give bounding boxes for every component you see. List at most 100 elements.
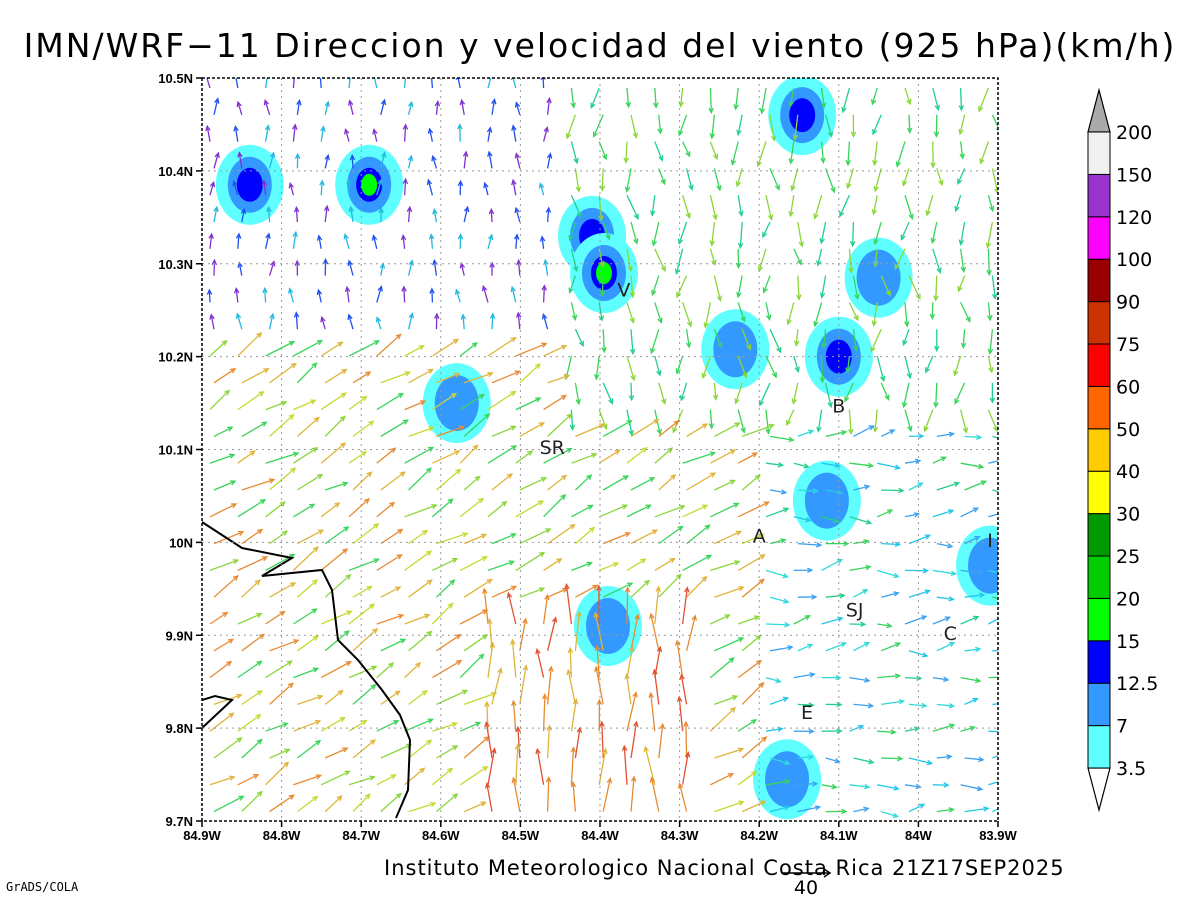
wind-vector bbox=[881, 542, 900, 546]
wind-vector bbox=[789, 195, 795, 217]
wind-vector bbox=[265, 722, 288, 732]
wind-vector bbox=[848, 248, 853, 273]
wind-vector bbox=[908, 482, 923, 491]
wind-vector bbox=[710, 614, 730, 625]
wind-vector-head bbox=[394, 586, 402, 592]
wind-vector-head bbox=[811, 594, 818, 600]
x-tick-label: 84.1W bbox=[820, 828, 858, 843]
wind-vector-head bbox=[793, 340, 800, 347]
wind-vector bbox=[877, 569, 899, 578]
wind-vector bbox=[792, 382, 799, 404]
wind-vector-head bbox=[451, 722, 458, 728]
wind-vector-head bbox=[701, 372, 707, 380]
wind-vector bbox=[814, 195, 823, 219]
wind-vector bbox=[574, 328, 584, 346]
wind-vector bbox=[264, 233, 270, 249]
wind-vector-head bbox=[361, 719, 368, 726]
wind-vector-head bbox=[930, 237, 936, 245]
wind-vector-head bbox=[790, 185, 796, 192]
wind-vector-head bbox=[894, 642, 902, 648]
wind-vector bbox=[903, 382, 910, 407]
wind-vector-head bbox=[933, 345, 940, 353]
wind-vector bbox=[565, 584, 573, 625]
wind-vector-head bbox=[987, 314, 993, 322]
wind-vector bbox=[825, 489, 843, 494]
wind-vector bbox=[487, 748, 496, 785]
wind-vector bbox=[297, 529, 324, 545]
wind-vector bbox=[574, 611, 581, 651]
wind-vector bbox=[348, 558, 379, 572]
wind-vector bbox=[487, 642, 494, 678]
wind-speed-contours bbox=[215, 78, 998, 820]
wind-vector-head bbox=[836, 701, 843, 708]
wind-vector-head bbox=[809, 672, 816, 678]
wind-vector bbox=[936, 542, 953, 548]
wind-vector bbox=[324, 206, 328, 223]
wind-vector-head bbox=[624, 532, 632, 538]
wind-vector-head bbox=[233, 125, 239, 132]
wind-vector bbox=[737, 355, 747, 378]
wind-vector-head bbox=[612, 562, 620, 568]
wind-vector bbox=[320, 126, 325, 142]
wind-vector bbox=[709, 657, 735, 679]
wind-vector-head bbox=[808, 702, 815, 708]
wind-vector-head bbox=[551, 616, 558, 623]
wind-vector bbox=[626, 248, 632, 271]
wind-vector bbox=[403, 286, 406, 303]
wind-vector-head bbox=[224, 389, 231, 396]
wind-vector bbox=[519, 477, 547, 491]
wind-vector bbox=[988, 513, 998, 518]
wind-vector bbox=[987, 355, 993, 373]
wind-vector bbox=[769, 114, 776, 141]
wind-vector bbox=[650, 777, 660, 812]
wind-vector-head bbox=[315, 739, 322, 746]
wind-vector-head bbox=[678, 130, 684, 137]
wind-vector bbox=[932, 509, 954, 518]
wind-vector-head bbox=[626, 419, 633, 426]
wind-vector-head bbox=[575, 398, 581, 406]
wind-vector-head bbox=[742, 372, 748, 379]
wind-vector-head bbox=[728, 657, 735, 663]
colorbar-label: 75 bbox=[1116, 334, 1140, 356]
y-tick-label: 10.1N bbox=[158, 443, 193, 458]
wind-vector bbox=[853, 589, 868, 598]
wind-vector-head bbox=[812, 781, 819, 787]
wind-vector bbox=[547, 374, 569, 384]
wind-vector-head bbox=[777, 461, 785, 468]
wind-vector bbox=[991, 275, 996, 299]
wind-vector bbox=[213, 426, 233, 437]
wind-vector-head bbox=[339, 415, 346, 422]
wind-vector-head bbox=[234, 73, 238, 78]
wind-vector bbox=[404, 400, 426, 411]
wind-vector-head bbox=[784, 759, 791, 766]
wind-vector bbox=[651, 275, 660, 295]
wind-vector bbox=[519, 422, 545, 437]
wind-vector-head bbox=[780, 489, 788, 495]
wind-vector-head bbox=[236, 693, 243, 700]
wind-vector-head bbox=[834, 758, 841, 764]
wind-vector bbox=[713, 382, 717, 400]
wind-vector-head bbox=[419, 767, 426, 774]
wind-vector bbox=[626, 647, 634, 678]
wind-vector bbox=[711, 114, 716, 139]
wind-vector-head bbox=[958, 128, 964, 136]
wind-vector-head bbox=[788, 101, 794, 108]
wind-vector-head bbox=[564, 582, 570, 590]
wind-vector-head bbox=[343, 630, 350, 636]
wind-vector bbox=[348, 260, 354, 276]
wind-vector-head bbox=[660, 265, 666, 273]
wind-vector-head bbox=[368, 420, 375, 427]
wind-vector bbox=[991, 114, 998, 129]
wind-vector bbox=[269, 467, 296, 491]
wind-vector bbox=[763, 275, 771, 293]
wind-vector-head bbox=[491, 98, 497, 105]
wind-vector-head bbox=[989, 397, 996, 404]
wind-vector bbox=[988, 569, 998, 574]
wind-vector bbox=[407, 155, 413, 169]
wind-vector bbox=[515, 397, 541, 411]
wind-vector-head bbox=[624, 673, 630, 680]
wind-vector bbox=[709, 87, 712, 113]
wind-vector bbox=[737, 114, 743, 135]
wind-vector bbox=[821, 559, 843, 571]
wind-vector-head bbox=[372, 128, 378, 135]
